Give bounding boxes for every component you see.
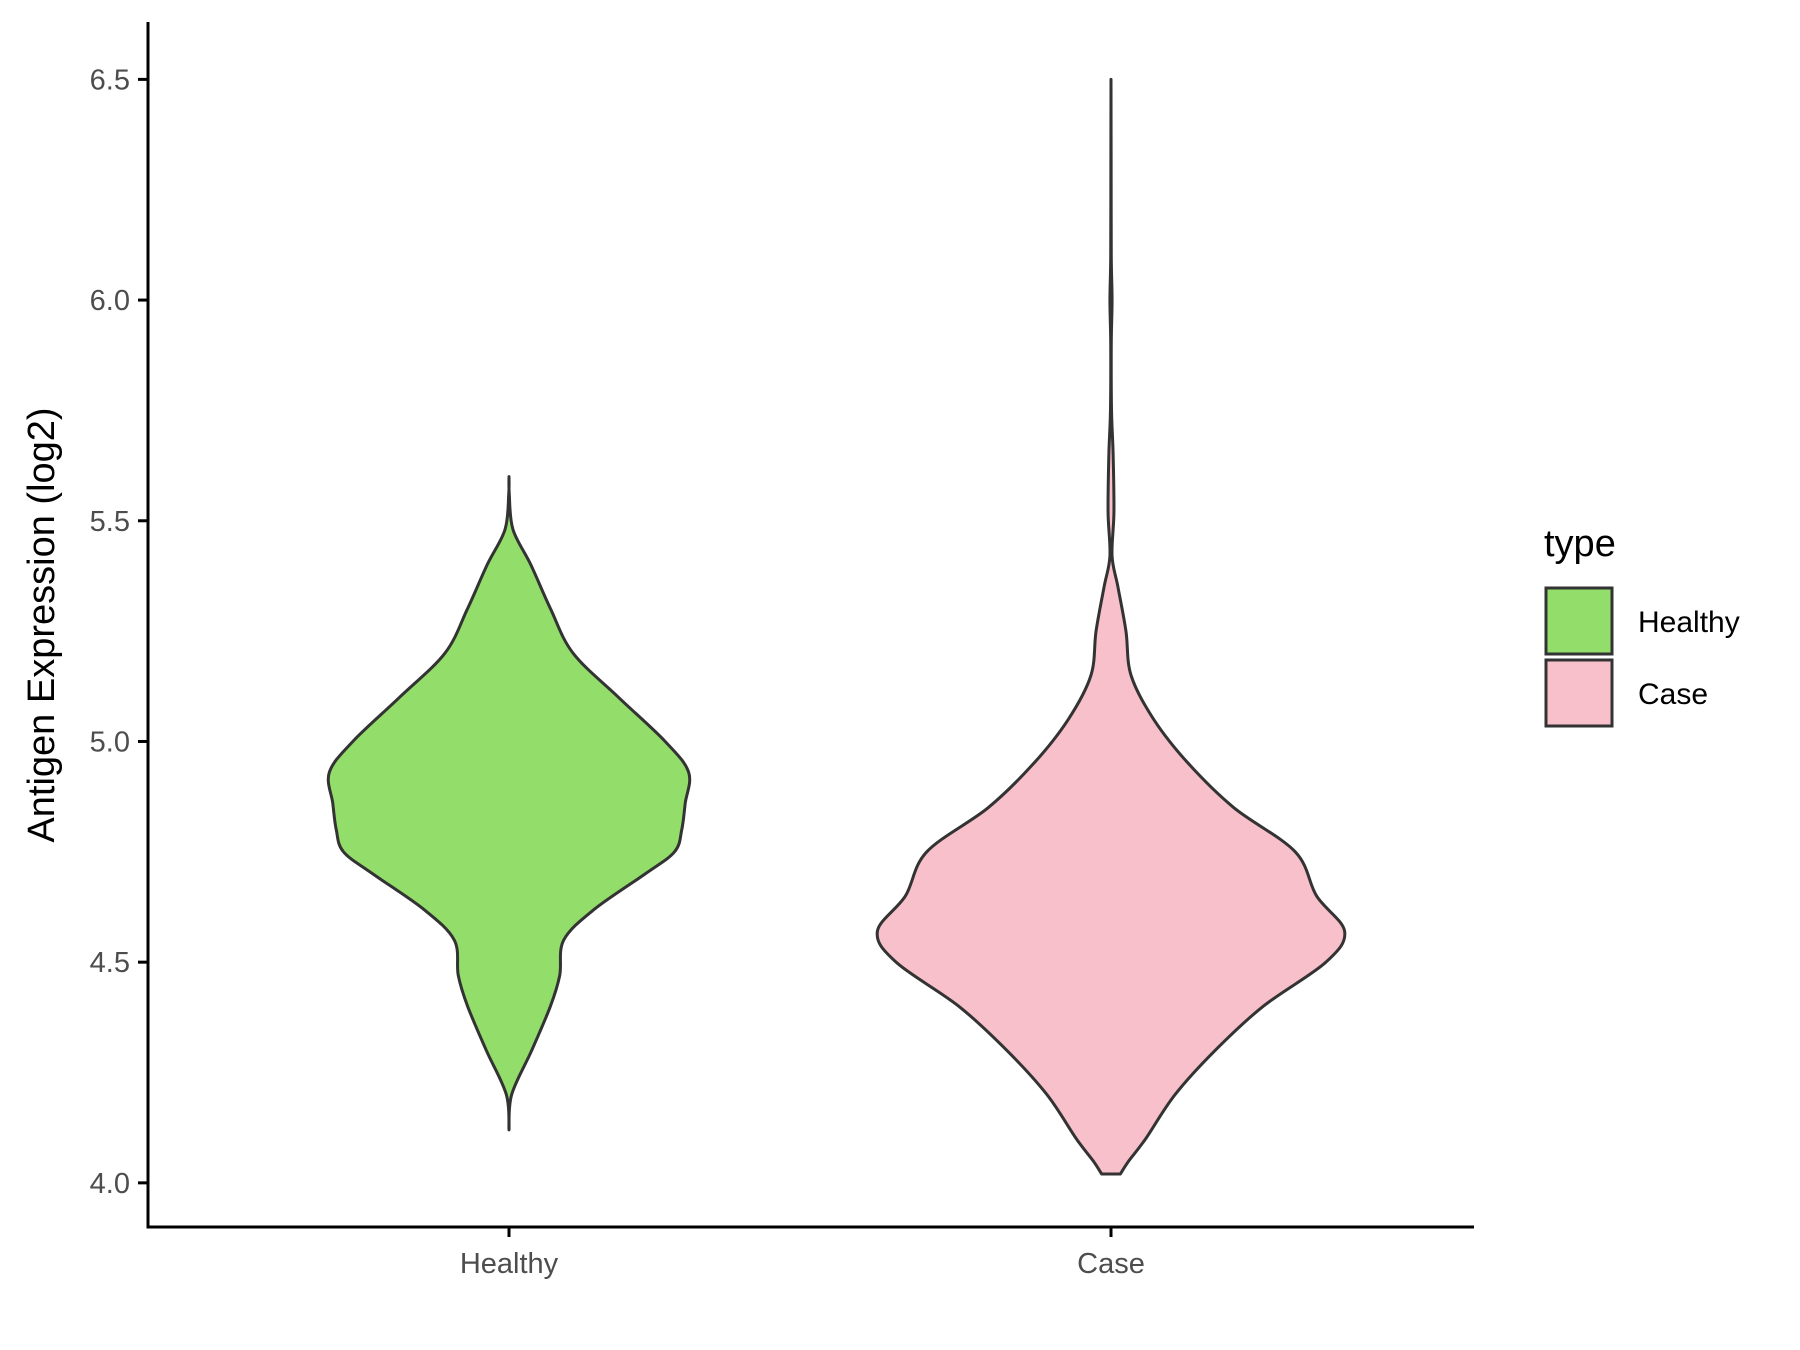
y-ticks: 4.0 4.5 5.0 5.5 6.0 6.5	[90, 64, 148, 1200]
violins-layer	[326, 77, 1347, 1176]
y-tick-label: 5.5	[90, 506, 130, 538]
y-tick-label: 6.0	[90, 285, 130, 317]
y-tick-label: 4.0	[90, 1168, 130, 1200]
y-tick-label: 5.0	[90, 726, 130, 758]
legend-title: type	[1544, 523, 1616, 565]
legend-swatch-healthy	[1544, 586, 1614, 656]
legend-items: Healthy Case	[1544, 586, 1740, 728]
legend-swatch-case	[1544, 658, 1614, 728]
x-tick-label-healthy: Healthy	[460, 1248, 559, 1280]
y-tick-label: 6.5	[90, 64, 130, 96]
legend-label-case: Case	[1638, 678, 1708, 711]
y-axis-title: Antigen Expression (log2)	[21, 407, 63, 842]
axes	[146, 22, 1474, 1229]
legend: type Healthy Case	[1544, 523, 1740, 728]
y-tick-label: 4.5	[90, 947, 130, 979]
x-ticks: Healthy Case	[460, 1227, 1145, 1280]
legend-label-healthy: Healthy	[1638, 606, 1740, 639]
x-tick-label-case: Case	[1077, 1248, 1145, 1280]
violin-case	[875, 77, 1347, 1176]
violin-healthy	[326, 475, 692, 1132]
